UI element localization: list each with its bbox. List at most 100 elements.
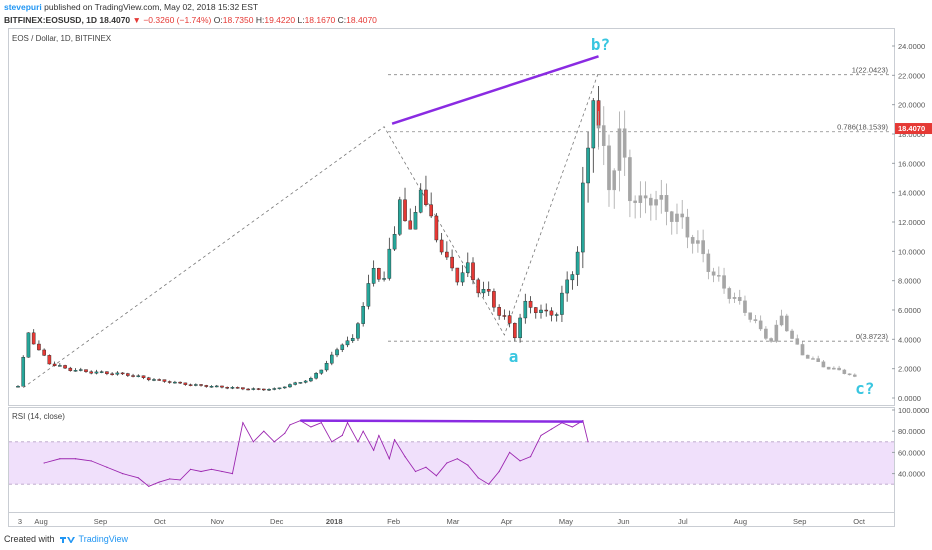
price-candle-body [314, 373, 318, 379]
price-candle-body [356, 323, 360, 339]
projection-candle-body [816, 358, 820, 362]
price-candle-body [94, 371, 99, 374]
price-candle-body [298, 382, 303, 384]
price-candle-body [167, 381, 172, 383]
time-tick-label: Nov [211, 517, 225, 526]
time-tick-label: Mar [446, 517, 459, 526]
time-tick-label: Jul [678, 517, 688, 526]
price-candle-body [84, 369, 88, 372]
price-tick-label: 4.0000 [898, 335, 921, 344]
projection-candle-body [774, 324, 779, 342]
price-candle-body [115, 372, 120, 375]
price-candle-body [68, 367, 73, 371]
price-candle-body [136, 375, 141, 377]
projection-candle-body [685, 216, 690, 238]
down-arrow-icon: ▼ [132, 15, 141, 25]
projection-candle-body [607, 145, 611, 191]
price-candle-body [586, 147, 590, 184]
price-candle-body [581, 182, 585, 253]
price-candle-body [194, 384, 198, 386]
rsi-point [106, 466, 108, 468]
price-candle-body [476, 279, 481, 294]
rsi-point [362, 430, 364, 432]
high-value: 19.4220 [264, 15, 296, 25]
rsi-point [346, 422, 349, 424]
time-tick-label: Oct [853, 517, 866, 526]
rsi-point [284, 432, 286, 434]
rsi-point [446, 462, 448, 464]
price-candle-body [256, 388, 261, 390]
price-candle-body [371, 268, 376, 284]
price-candle-body [481, 289, 486, 294]
projection-candle-body [795, 338, 800, 345]
price-candle-body [324, 362, 329, 371]
price-tick-label: 14.0000 [898, 189, 925, 198]
low-value: 18.1670 [304, 15, 336, 25]
price-candle-body [262, 388, 266, 391]
price-candle-body [42, 349, 46, 356]
time-tick-label: Dec [270, 517, 284, 526]
projection-candle-body [758, 320, 763, 330]
price-panel-title: EOS / Dollar, 1D, BITFINEX [12, 34, 112, 43]
price-candle-body [361, 306, 365, 324]
rsi-point [488, 483, 490, 485]
fib-level-label: 0(3.8723) [856, 332, 889, 341]
price-candle-body [152, 379, 156, 381]
price-candle-body [73, 370, 78, 372]
price-candle-body [225, 387, 230, 389]
price-tick-label: 16.0000 [898, 159, 925, 168]
price-panel[interactable] [8, 28, 895, 406]
price-candle-body [533, 307, 538, 313]
rsi-point [529, 456, 532, 458]
price-candle-body [507, 315, 512, 324]
rsi-panel[interactable] [8, 407, 895, 513]
rsi-point [378, 434, 380, 437]
price-candle-body [37, 343, 41, 351]
rsi-point [137, 477, 139, 479]
price-candle-body [220, 385, 224, 388]
time-axis[interactable] [8, 513, 895, 527]
price-candle-body [235, 387, 240, 389]
author-name[interactable]: stevepuri [4, 2, 42, 12]
price-candle-body [183, 382, 188, 385]
projection-candle-body [722, 275, 726, 289]
projection-candle-body [654, 199, 658, 206]
price-candle-body [366, 283, 371, 307]
price-candle-body [157, 379, 162, 381]
projection-candle-body [805, 354, 810, 359]
price-candle-body [214, 385, 219, 388]
price-trendline [391, 55, 599, 125]
price-candle-body [471, 262, 475, 281]
rsi-point [571, 426, 573, 428]
price-candle-body [523, 300, 528, 319]
rsi-point [263, 430, 265, 432]
projection-candle-body [790, 330, 794, 339]
rsi-point [498, 470, 500, 473]
wave-label-a: a [509, 347, 519, 366]
price-candle-body [105, 371, 109, 374]
close-label: C: [337, 15, 347, 25]
projection-candle-body [669, 211, 674, 222]
wave-label-c: c? [855, 379, 874, 398]
symbol-label: BITFINEX:EOSUSD, 1D [4, 15, 98, 25]
projection-candle-body [690, 236, 695, 244]
projection-candle-body [785, 315, 789, 332]
price-candle-body [58, 365, 62, 367]
tradingview-brand[interactable]: TradingView [78, 534, 129, 544]
price-candle-body [397, 199, 402, 235]
rsi-point [404, 456, 406, 458]
rsi-point [148, 485, 150, 487]
price-candle-body [330, 354, 334, 364]
price-candle-body [303, 380, 308, 383]
projection-candle-body [769, 338, 773, 342]
rsi-point [221, 470, 223, 473]
projection-candle-body [643, 195, 648, 199]
price-candle-body [486, 289, 491, 292]
created-with-label: Created with [4, 534, 55, 544]
price-tick-label: 2.0000 [898, 365, 921, 374]
price-candle-body [126, 373, 130, 376]
price-candle-body [413, 212, 418, 230]
price-candle-body [345, 340, 350, 346]
rsi-point [357, 441, 359, 443]
time-tick-label: Apr [501, 517, 513, 526]
